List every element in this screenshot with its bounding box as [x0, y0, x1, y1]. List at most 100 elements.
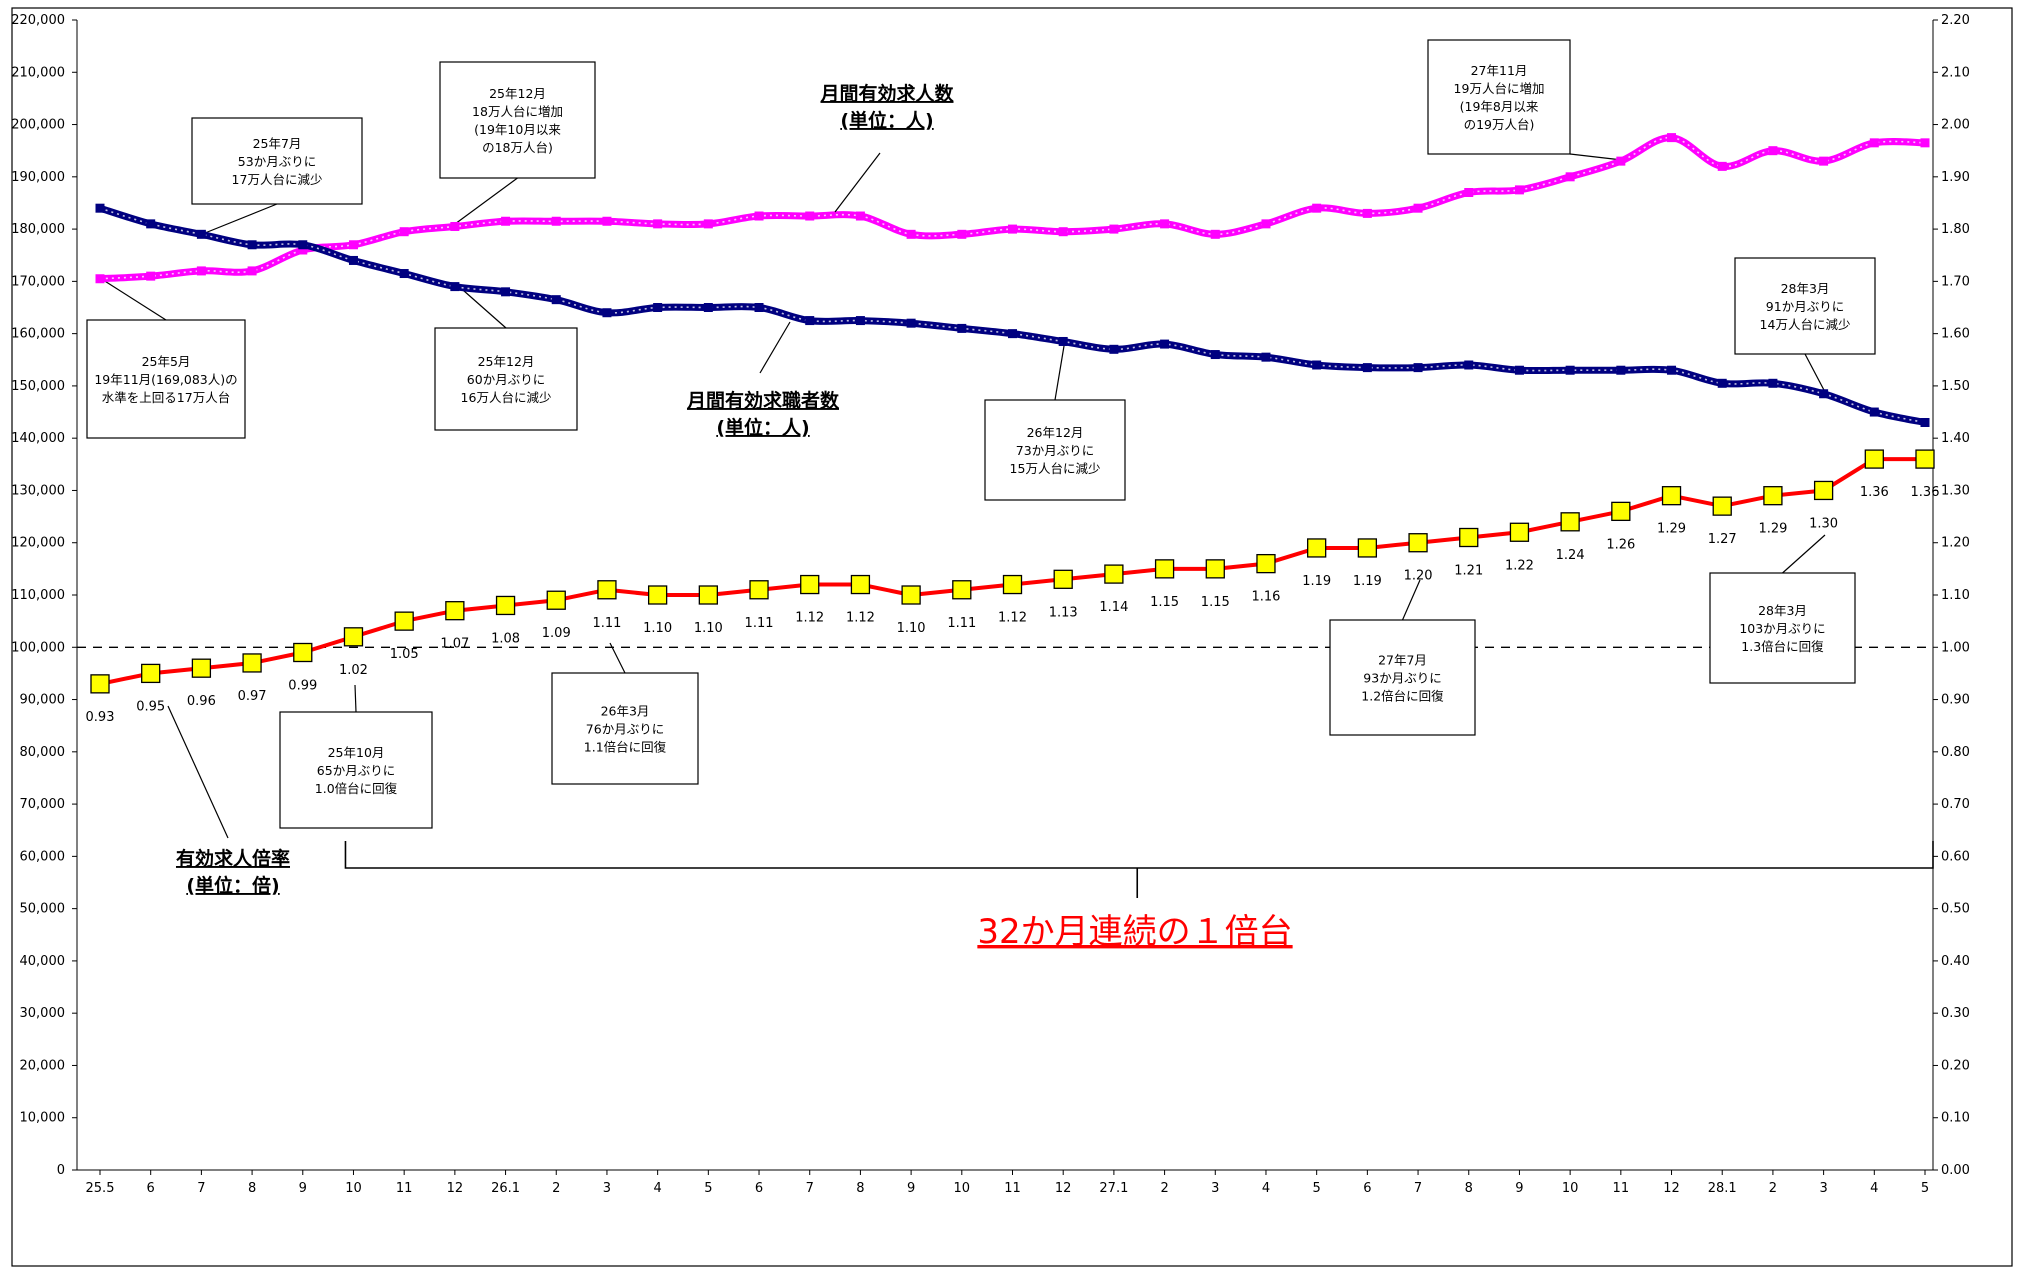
series-2-marker [293, 642, 313, 663]
series-1-marker [1362, 363, 1372, 373]
right-tick-label: 0.60 [1941, 849, 1970, 864]
x-tick-label: 6 [755, 1181, 763, 1196]
annotation-text: 14万人台に減少 [1760, 317, 1851, 332]
data-label: 1.29 [1657, 522, 1686, 537]
series-0-marker [906, 229, 916, 239]
annotation-text: 103か月ぶりに [1739, 621, 1825, 636]
series-1-marker [1920, 418, 1930, 427]
x-tick-label: 11 [396, 1181, 413, 1196]
annotation-box [1427, 39, 1571, 155]
x-tick-label: 7 [1414, 1181, 1422, 1196]
x-tick-label: 11 [1004, 1181, 1021, 1196]
series-1-marker [1565, 365, 1575, 375]
annotation-text: 25年10月 [328, 745, 385, 760]
data-labels: 0.93 0.95 0.96 0.97 0.99 1.02 1.05 1.07 1.08 1.09… [86, 485, 1940, 725]
annotation-text: 1.1倍台に回復 [584, 740, 667, 755]
data-label: 1.09 [542, 626, 571, 641]
series-2-marker [1408, 533, 1428, 553]
left-tick-label: 20,000 [20, 1058, 66, 1073]
annotation-box [439, 61, 596, 179]
series-2-marker [546, 590, 566, 610]
series-0-marker [754, 211, 764, 221]
annotation-box [86, 319, 246, 439]
data-label: 1.14 [1099, 600, 1128, 615]
series-0-marker [1362, 208, 1372, 218]
title-pointer [834, 152, 881, 213]
series-1-marker [551, 295, 561, 305]
bracket-label: 32か月連続の１倍台 [977, 912, 1292, 952]
series-1-marker [1514, 365, 1524, 375]
data-label: 1.15 [1201, 595, 1230, 610]
series-2-marker [90, 674, 110, 694]
annotation-text: 93か月ぶりに [1363, 671, 1441, 686]
series-2-marker [495, 595, 516, 616]
series-0-marker [1819, 156, 1829, 166]
left-tick-label: 150,000 [11, 379, 65, 394]
series-2-marker [445, 601, 465, 621]
series-2-marker [1611, 501, 1631, 522]
x-tick-label: 5 [1921, 1181, 1929, 1196]
series-2-marker [1053, 569, 1073, 589]
data-label: 1.15 [1150, 595, 1179, 610]
x-tick-label: 7 [806, 1181, 814, 1196]
x-tick-label: 25.5 [86, 1181, 115, 1196]
x-tick-label: 9 [1515, 1181, 1523, 1196]
left-tick-label: 120,000 [11, 536, 65, 551]
data-label: 1.36 [1860, 485, 1889, 500]
data-label: 1.10 [643, 621, 672, 636]
x-tick-label: 12 [1663, 1181, 1680, 1196]
series-2-marker [749, 580, 769, 600]
axes: 0 10,000 20,000 30,000 40,000 50,000 60,000 70,… [11, 13, 1970, 1196]
series-2-marker [698, 585, 718, 605]
x-tick-label: 2 [1769, 1181, 1777, 1196]
period-bracket [344, 841, 1934, 869]
x-tick-label: 11 [1613, 1181, 1630, 1196]
series-1-marker [1819, 389, 1829, 399]
annotation-pointer [204, 203, 278, 234]
series-1-marker [146, 219, 156, 229]
annotation-text: 27年7月 [1378, 653, 1427, 668]
left-tick-label: 130,000 [11, 483, 65, 498]
x-tick-label: 10 [954, 1181, 971, 1196]
x-tick-label: 3 [603, 1181, 611, 1196]
left-tick-label: 140,000 [11, 431, 65, 446]
annotation-text: 76か月ぶりに [586, 722, 664, 737]
x-tick-label: 9 [299, 1181, 307, 1196]
series-1-marker [348, 255, 358, 265]
left-tick-label: 190,000 [11, 170, 65, 185]
series-2-marker [1813, 480, 1834, 501]
series-0-marker [1565, 172, 1575, 182]
title-pointer [167, 705, 229, 839]
annotation-text: の18万人台) [482, 140, 553, 155]
series-1-marker [1210, 350, 1220, 360]
annotation-text: 19年11月(169,083人)の [94, 372, 237, 387]
data-label: 1.19 [1302, 574, 1331, 589]
data-label: 1.19 [1353, 574, 1382, 589]
series-2-marker [1661, 486, 1682, 506]
left-tick-label: 160,000 [11, 327, 65, 342]
title-pointer [759, 321, 791, 374]
series-0-marker [703, 219, 713, 229]
data-label: 1.11 [592, 616, 621, 631]
series-title: (単位：人) [716, 416, 809, 439]
right-tick-label: 1.10 [1941, 588, 1970, 603]
annotation-text: 25年12月 [478, 354, 535, 369]
right-tick-label: 0.50 [1941, 902, 1970, 917]
annotation-text: 18万人台に増加 [472, 104, 563, 119]
annotation-text: 1.3倍台に回復 [1741, 639, 1824, 654]
annotation-box [279, 711, 433, 829]
series-1-marker [1413, 363, 1423, 373]
annotation-pointer [1782, 534, 1826, 574]
data-label: 1.30 [1809, 516, 1838, 531]
right-tick-label: 0.70 [1941, 797, 1970, 812]
data-label: 0.96 [187, 694, 216, 709]
annotation-pointer [1804, 353, 1826, 393]
series-2-marker [1357, 538, 1378, 558]
annotation-text: (19年10月以来 [474, 122, 561, 137]
series-2-marker [1509, 522, 1530, 542]
annotation-text: 65か月ぶりに [317, 763, 395, 778]
annotation-pointer [609, 642, 626, 674]
series-0-marker [855, 211, 865, 221]
data-label: 1.21 [1454, 564, 1483, 579]
